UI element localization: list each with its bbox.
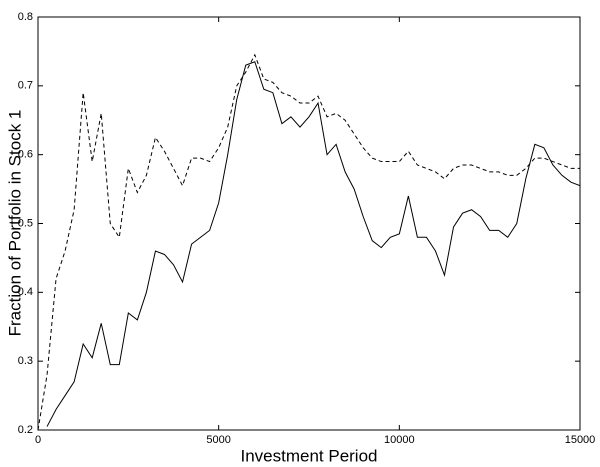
x-tick-label: 15000 — [565, 434, 596, 446]
series-line — [38, 53, 580, 430]
x-axis-label: Investment Period — [240, 446, 377, 465]
y-tick-label: 0.7 — [18, 80, 33, 92]
plot-frame — [37, 16, 581, 431]
x-tick-label: 10000 — [384, 434, 415, 446]
x-tick-label: 5000 — [206, 434, 230, 446]
y-tick-label: 0.5 — [18, 217, 33, 229]
series-line — [46, 61, 580, 427]
y-tick-label: 0.6 — [18, 149, 33, 161]
x-tick-label: 0 — [35, 434, 41, 446]
y-axis-label: Fraction of Portfolio in Stock 1 — [5, 110, 24, 337]
y-tick-label: 0.2 — [18, 424, 33, 436]
y-tick-label: 0.4 — [18, 286, 33, 298]
y-tick-label: 0.8 — [18, 11, 33, 23]
y-tick-label: 0.3 — [18, 355, 33, 367]
